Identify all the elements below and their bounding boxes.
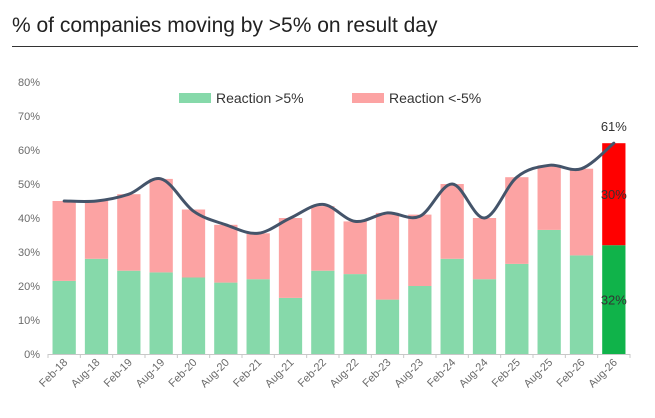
y-tick-label: 0% bbox=[24, 349, 40, 361]
x-tick-label: Aug-23 bbox=[392, 357, 426, 391]
y-tick-label: 30% bbox=[18, 247, 40, 259]
bar-positive bbox=[505, 263, 529, 354]
bar-positive bbox=[311, 270, 335, 354]
bar-negative bbox=[311, 206, 335, 271]
bar-positive bbox=[537, 229, 561, 354]
bar-positive bbox=[472, 279, 497, 354]
total-trend-line bbox=[62, 141, 616, 235]
x-tick-label: Aug-21 bbox=[263, 357, 297, 391]
y-tick-label: 70% bbox=[18, 111, 40, 123]
x-tick-label: Feb-21 bbox=[231, 357, 264, 390]
annotations: 61% 30% 32% bbox=[601, 119, 627, 307]
bar-positive bbox=[52, 280, 76, 354]
bar-negative bbox=[214, 224, 238, 283]
bar-positive bbox=[440, 258, 464, 354]
x-tick-label: Aug-19 bbox=[134, 357, 168, 391]
legend: Reaction >5% Reaction <-5% bbox=[179, 90, 481, 106]
x-tick-label: Feb-26 bbox=[554, 357, 587, 390]
bar-negative bbox=[537, 165, 561, 230]
legend-label-positive: Reaction >5% bbox=[216, 90, 304, 106]
x-tick-label: Aug-24 bbox=[457, 357, 491, 391]
negative-value-label: 30% bbox=[601, 187, 627, 202]
bar-negative bbox=[278, 218, 303, 298]
x-tick-label: Aug-25 bbox=[522, 357, 556, 391]
bar-positive bbox=[343, 274, 367, 354]
y-tick-label: 80% bbox=[18, 77, 40, 89]
positive-value-label: 32% bbox=[601, 293, 627, 308]
legend-label-negative: Reaction <-5% bbox=[389, 90, 481, 106]
bar-negative bbox=[149, 178, 173, 273]
bar-negative bbox=[117, 194, 141, 271]
y-tick-label: 60% bbox=[18, 145, 40, 157]
bar-negative bbox=[569, 168, 594, 256]
x-tick-label: Feb-25 bbox=[490, 357, 523, 390]
bar-positive bbox=[84, 258, 109, 354]
bar-positive bbox=[117, 270, 141, 354]
bar-positive bbox=[408, 286, 432, 354]
bar-negative bbox=[181, 209, 206, 278]
y-tick-label: 50% bbox=[18, 179, 40, 191]
chart-title: % of companies moving by >5% on result d… bbox=[12, 14, 438, 37]
y-tick-label: 40% bbox=[18, 213, 40, 225]
x-tick-label: Feb-23 bbox=[360, 357, 393, 390]
bar-positive bbox=[278, 297, 303, 354]
x-tick-label: Aug-20 bbox=[198, 357, 232, 391]
title-divider bbox=[12, 46, 638, 47]
bar-positive bbox=[375, 299, 400, 354]
legend-swatch-negative bbox=[352, 93, 384, 103]
x-tick-label: Aug-26 bbox=[586, 357, 620, 391]
total-value-label: 61% bbox=[601, 119, 627, 134]
bar-negative bbox=[343, 221, 367, 275]
x-tick-label: Aug-22 bbox=[328, 357, 362, 391]
bar-positive bbox=[181, 277, 206, 354]
bars bbox=[52, 143, 626, 354]
x-tick-label: Feb-24 bbox=[425, 357, 458, 390]
y-tick-label: 20% bbox=[18, 281, 40, 293]
bar-negative bbox=[602, 143, 626, 246]
bar-negative bbox=[408, 214, 432, 286]
x-tick-label: Feb-19 bbox=[102, 357, 135, 390]
bar-positive bbox=[246, 279, 270, 354]
x-tick-label: Aug-18 bbox=[69, 357, 103, 391]
x-tick-label: Feb-18 bbox=[37, 357, 70, 390]
bar-negative bbox=[246, 233, 270, 280]
bar-negative bbox=[505, 177, 529, 264]
bar-negative bbox=[84, 201, 109, 259]
x-tick-label: Feb-20 bbox=[166, 357, 199, 390]
bar-positive bbox=[569, 255, 594, 354]
bar-positive bbox=[214, 282, 238, 354]
x-tick-label: Feb-22 bbox=[296, 357, 329, 390]
bar-positive bbox=[149, 272, 173, 354]
y-tick-label: 10% bbox=[18, 315, 40, 327]
legend-swatch-positive bbox=[179, 93, 211, 103]
total-line bbox=[62, 141, 616, 235]
bar-negative bbox=[440, 184, 464, 259]
y-axis: 0% 10% 20% 30% 40% 50% 60% 70% 80% bbox=[18, 77, 40, 361]
bar-negative bbox=[472, 218, 497, 280]
bar-positive bbox=[602, 245, 626, 354]
bar-negative bbox=[52, 201, 76, 281]
bar-negative bbox=[375, 212, 400, 300]
